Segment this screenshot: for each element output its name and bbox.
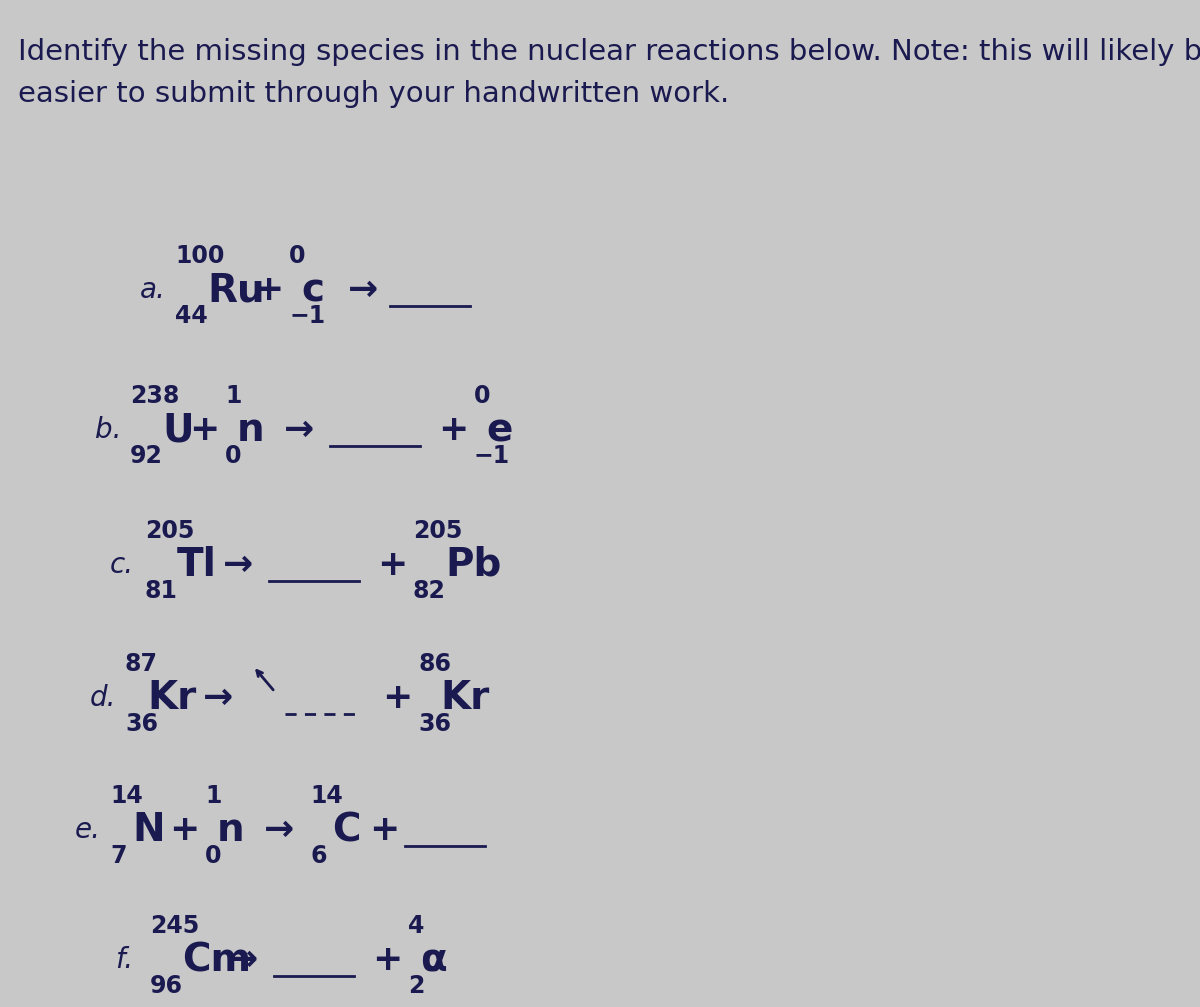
Text: 0: 0 bbox=[205, 844, 222, 868]
Text: +: + bbox=[438, 413, 468, 447]
Text: Identify the missing species in the nuclear reactions below. Note: this will lik: Identify the missing species in the nucl… bbox=[18, 38, 1200, 66]
Text: −1: −1 bbox=[474, 444, 510, 468]
Text: d.: d. bbox=[90, 684, 116, 712]
Text: →: → bbox=[348, 273, 378, 307]
Text: 205: 205 bbox=[413, 519, 462, 543]
Text: 238: 238 bbox=[130, 384, 179, 408]
Text: −1: −1 bbox=[289, 304, 325, 328]
Text: Kr: Kr bbox=[148, 679, 197, 717]
Text: +: + bbox=[190, 413, 220, 447]
Text: 7: 7 bbox=[110, 844, 126, 868]
Text: +: + bbox=[169, 813, 199, 847]
Text: →: → bbox=[228, 943, 258, 977]
Text: 245: 245 bbox=[150, 914, 199, 938]
Text: c: c bbox=[301, 271, 324, 309]
Text: +: + bbox=[377, 548, 407, 582]
Text: 6: 6 bbox=[310, 844, 326, 868]
Text: 86: 86 bbox=[418, 652, 451, 676]
Text: e: e bbox=[486, 411, 512, 449]
Text: 44: 44 bbox=[175, 304, 208, 328]
Text: →: → bbox=[223, 548, 253, 582]
Text: →: → bbox=[203, 681, 233, 715]
Text: Cm: Cm bbox=[182, 941, 251, 979]
Text: f.: f. bbox=[115, 946, 133, 974]
Text: e.: e. bbox=[74, 816, 101, 844]
Text: Kr: Kr bbox=[440, 679, 490, 717]
Text: 14: 14 bbox=[110, 784, 143, 808]
Text: n: n bbox=[238, 411, 265, 449]
Text: 36: 36 bbox=[418, 712, 451, 736]
Text: b.: b. bbox=[95, 416, 121, 444]
Text: Tl: Tl bbox=[178, 546, 217, 584]
Text: 14: 14 bbox=[310, 784, 343, 808]
Text: α: α bbox=[420, 941, 446, 979]
Text: Ru: Ru bbox=[208, 271, 265, 309]
Text: 2: 2 bbox=[408, 974, 425, 998]
Text: +: + bbox=[253, 273, 283, 307]
Text: →: → bbox=[284, 413, 314, 447]
Text: 82: 82 bbox=[413, 579, 446, 603]
Text: 92: 92 bbox=[130, 444, 163, 468]
Text: +: + bbox=[370, 813, 400, 847]
Text: 87: 87 bbox=[125, 652, 158, 676]
Text: c.: c. bbox=[110, 551, 134, 579]
Text: 100: 100 bbox=[175, 244, 224, 268]
Text: →: → bbox=[264, 813, 294, 847]
Text: a.: a. bbox=[140, 276, 166, 304]
Text: n: n bbox=[217, 811, 245, 849]
Text: 4: 4 bbox=[408, 914, 425, 938]
Text: 96: 96 bbox=[150, 974, 182, 998]
Text: 81: 81 bbox=[145, 579, 178, 603]
Text: 0: 0 bbox=[289, 244, 306, 268]
Text: C: C bbox=[332, 811, 360, 849]
Text: U: U bbox=[162, 411, 193, 449]
Text: 0: 0 bbox=[474, 384, 491, 408]
Text: +: + bbox=[382, 681, 413, 715]
Text: Pb: Pb bbox=[445, 546, 502, 584]
Text: 1: 1 bbox=[226, 384, 241, 408]
Text: +: + bbox=[372, 943, 402, 977]
Text: 36: 36 bbox=[125, 712, 158, 736]
Text: 205: 205 bbox=[145, 519, 194, 543]
Text: N: N bbox=[132, 811, 164, 849]
Text: easier to submit through your handwritten work.: easier to submit through your handwritte… bbox=[18, 80, 730, 108]
Text: 0: 0 bbox=[226, 444, 241, 468]
Text: 1: 1 bbox=[205, 784, 221, 808]
